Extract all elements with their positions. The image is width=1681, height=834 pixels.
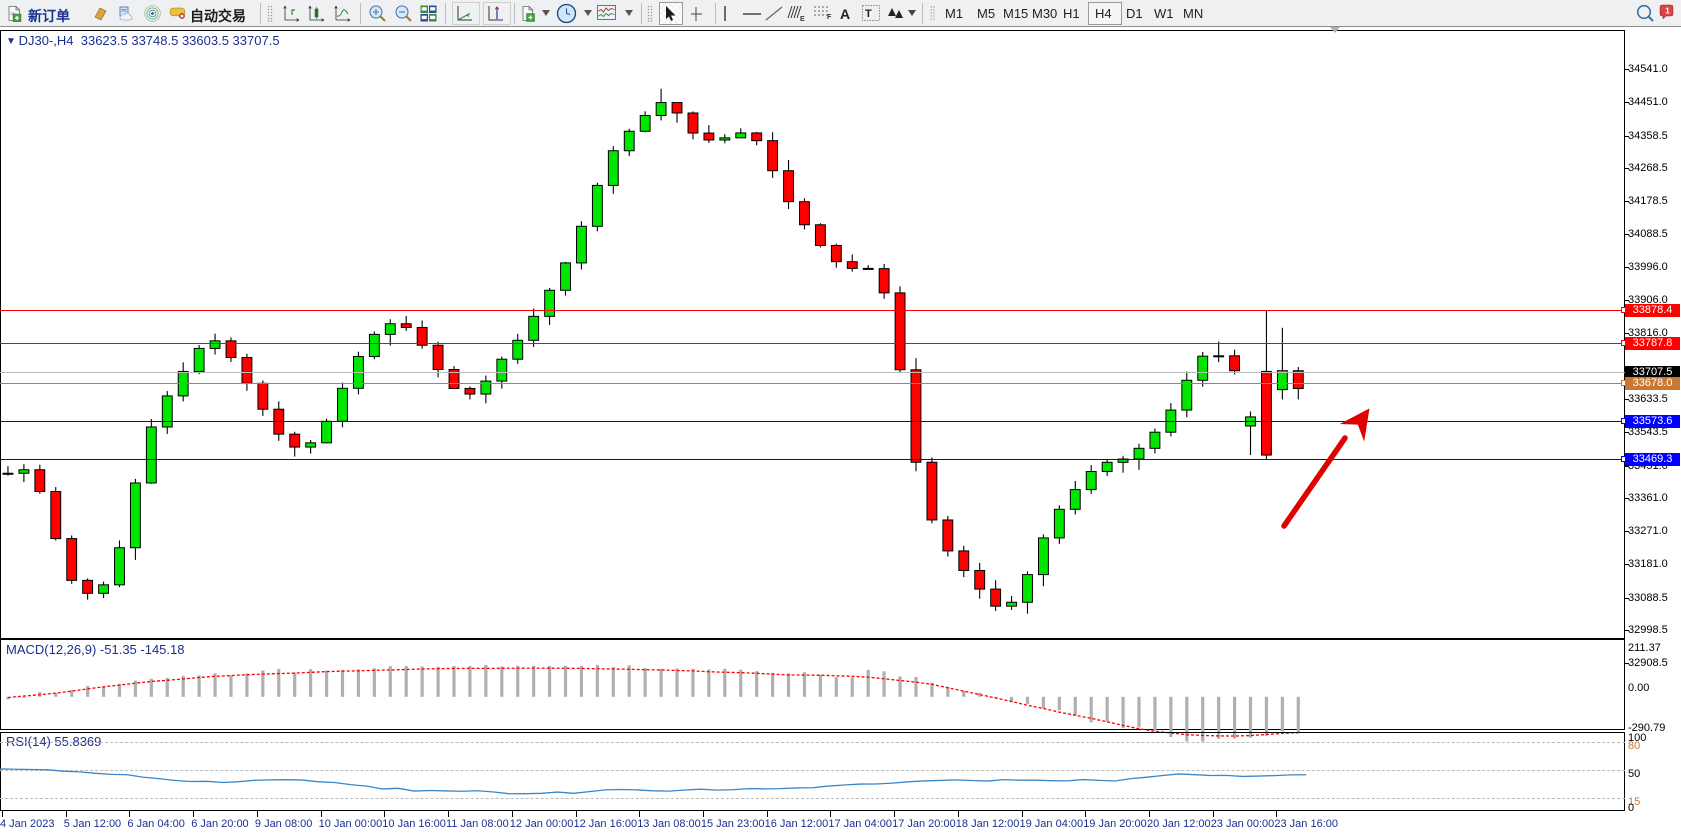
svg-text:T: T bbox=[865, 8, 872, 20]
svg-text:F: F bbox=[827, 14, 832, 19]
svg-text:1: 1 bbox=[1665, 7, 1670, 16]
svg-text:E: E bbox=[800, 16, 805, 21]
